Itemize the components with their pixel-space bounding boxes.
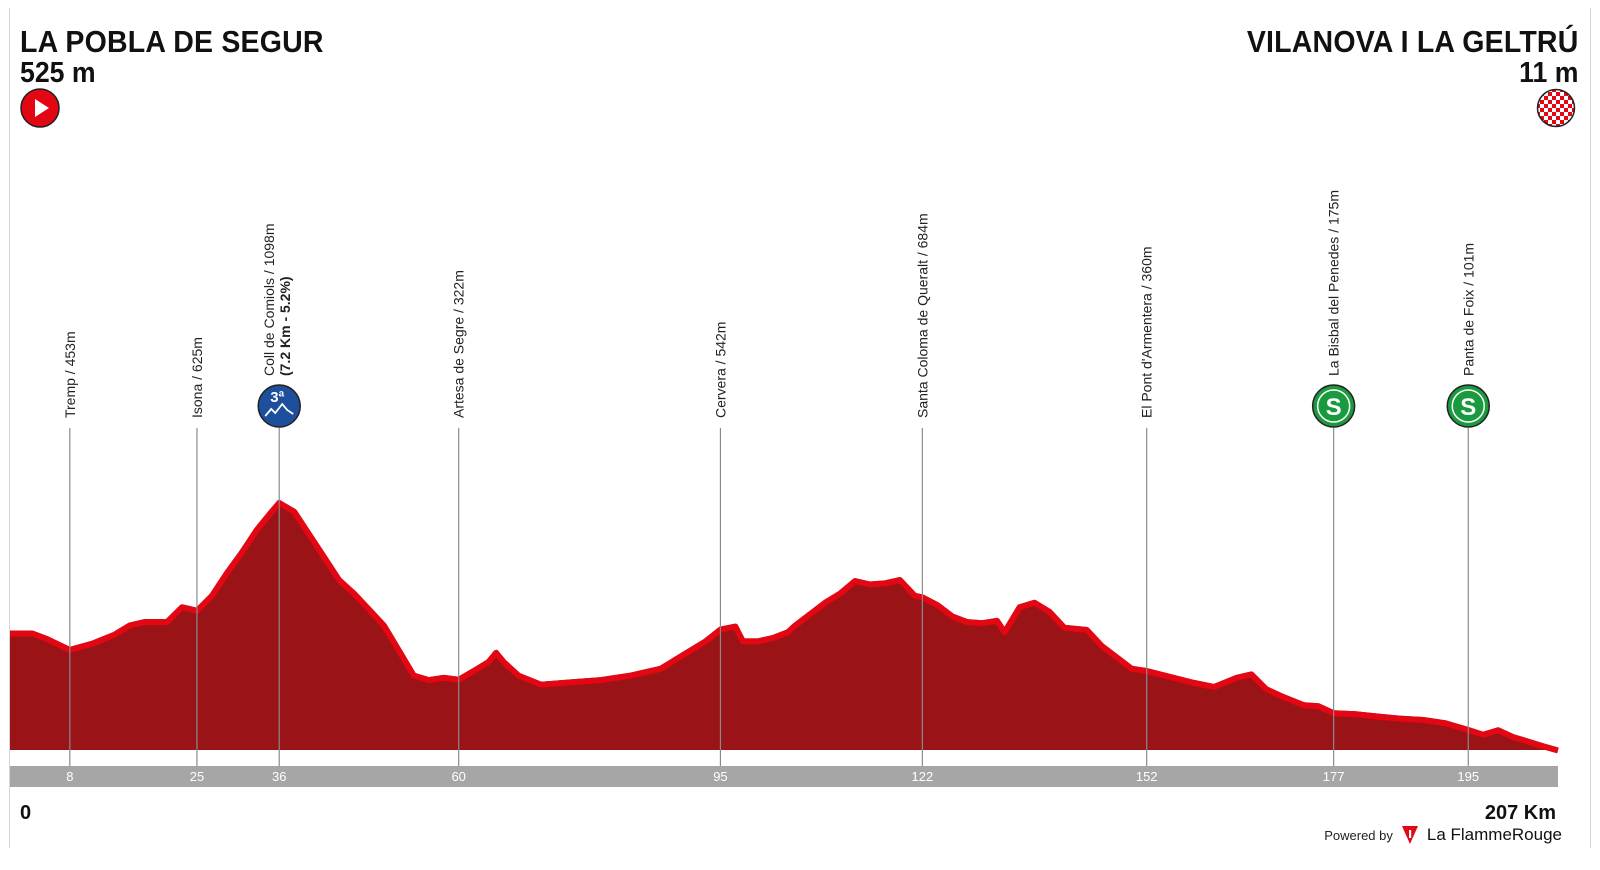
sprint-s-icon [1311, 384, 1356, 428]
checkered-flag-icon [1536, 88, 1576, 128]
waypoint-3: 36 Coll de Comiols / 1098m (7.2 Km - 5.2%)… [257, 223, 301, 784]
waypoint-4: 60 Artesa de Segre / 322m [451, 270, 467, 784]
km-marker-label: 122 [911, 769, 933, 784]
km-marker-label: 177 [1323, 769, 1345, 784]
km-end-label: 207 Km [1484, 802, 1556, 824]
distance-bar [10, 766, 1558, 787]
waypoint-6: 122 Santa Coloma de Queralt / 684m [911, 213, 933, 784]
flamme-rouge-logo-icon [1401, 826, 1418, 844]
sprint-badge-label: S [1460, 394, 1476, 421]
km-marker-label: 60 [451, 769, 465, 784]
stage-frame [9, 8, 1591, 848]
km-marker-label: 152 [1136, 769, 1158, 784]
waypoint-2: 25 Isona / 625m [189, 337, 205, 784]
sprint-ring [1316, 389, 1351, 423]
waypoint-label: Tremp / 453m [62, 331, 78, 418]
waypoint-9: 195 Panta de Foix / 101m S [1446, 243, 1491, 784]
sprint-badge-label: S [1326, 394, 1342, 421]
km-marker-label: 95 [713, 769, 727, 784]
elevation-area [10, 500, 1558, 750]
climb-category-label: 3ª [270, 389, 284, 406]
waypoint-label: Coll de Comiols / 1098m [261, 223, 277, 376]
waypoint-7: 152 El Pont d'Armentera / 360m [1136, 246, 1158, 784]
waypoint-label: El Pont d'Armentera / 360m [1139, 246, 1155, 418]
climb-detail-label: (7.2 Km - 5.2%) [277, 276, 293, 376]
powered-by-text: Powered by [1324, 827, 1393, 843]
km-marker-label: 8 [66, 769, 73, 784]
waypoint-label: La Bisbal del Penedes / 175m [1326, 190, 1342, 376]
finish-town-name: VILANOVA I LA GELTRÚ [1246, 24, 1578, 59]
sprint-ring [1451, 389, 1486, 423]
waypoint-5: 95 Cervera / 542m [712, 322, 728, 784]
waypoint-8: 177 La Bisbal del Penedes / 175m S [1311, 190, 1356, 784]
km-marker-label: 36 [272, 769, 286, 784]
sprint-s-icon [1446, 384, 1491, 428]
km-marker-label: 195 [1457, 769, 1479, 784]
elevation-edge [10, 500, 1559, 754]
waypoint-1: 8 Tremp / 453m [62, 331, 78, 784]
km-start-label: 0 [20, 802, 32, 824]
mountain-3rd-category-icon [257, 384, 301, 428]
powered-by: Powered by La FlammeRouge [1324, 825, 1562, 845]
mountain-glyph [264, 402, 294, 417]
brand-name[interactable]: La FlammeRouge [1426, 825, 1562, 844]
waypoint-label: Santa Coloma de Queralt / 684m [914, 213, 930, 418]
waypoint-label: Cervera / 542m [712, 322, 728, 418]
waypoint-label: Isona / 625m [189, 337, 205, 418]
waypoint-label: Panta de Foix / 101m [1460, 243, 1476, 376]
play-icon [20, 88, 60, 128]
start-altitude: 525 m [20, 57, 96, 89]
start-town-name: LA POBLA DE SEGUR [20, 24, 324, 59]
finish-altitude: 11 m [1518, 57, 1578, 89]
km-marker-label: 25 [190, 769, 204, 784]
waypoint-label: Artesa de Segre / 322m [451, 270, 467, 418]
